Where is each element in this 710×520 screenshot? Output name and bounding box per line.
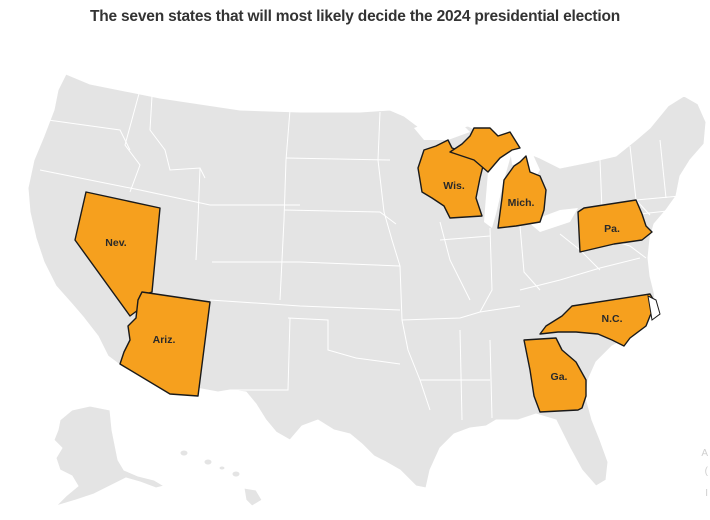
label-wisconsin: Wis. (443, 180, 465, 192)
edge-fragment: I (705, 488, 708, 499)
label-pennsylvania: Pa. (604, 223, 620, 235)
edge-fragment: ( (704, 466, 708, 477)
label-north-carolina: N.C. (602, 313, 623, 325)
swing-states (74, 127, 661, 413)
state-pennsylvania[interactable] (577, 199, 653, 253)
label-arizona: Ariz. (153, 334, 176, 346)
state-michigan-lower (497, 155, 547, 229)
state-wisconsin[interactable] (417, 139, 485, 219)
alaska (53, 405, 165, 507)
state-labels: Nev. Ariz. Wis. Mich. Pa. N.C. Ga. (105, 180, 622, 383)
map-title: The seven states that will most likely d… (89, 8, 621, 25)
label-georgia: Ga. (551, 371, 568, 383)
hawaii (179, 449, 263, 507)
edge-fragment: A (701, 448, 708, 459)
state-michigan[interactable] (449, 127, 521, 173)
label-nevada: Nev. (105, 237, 126, 249)
label-michigan: Mich. (508, 197, 535, 209)
state-arizona[interactable] (119, 291, 211, 397)
state-georgia[interactable] (523, 337, 587, 413)
state-borders (39, 89, 681, 421)
